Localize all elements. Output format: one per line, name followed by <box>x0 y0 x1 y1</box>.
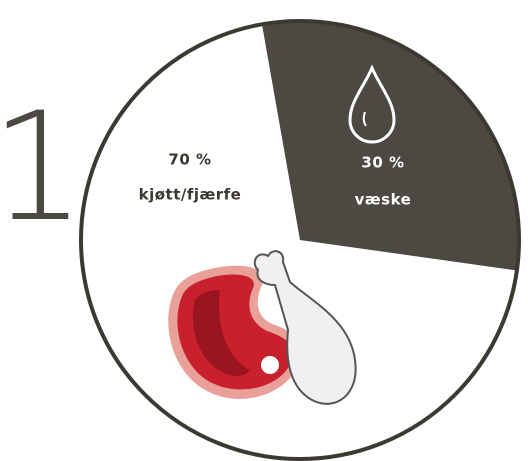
pie-slice <box>261 21 520 271</box>
category-label: kjøtt/fjærfe <box>139 186 242 204</box>
drop-shine <box>362 111 367 127</box>
pie <box>81 21 520 460</box>
value-label: 30 % <box>361 154 404 172</box>
step-number: 1 <box>0 81 86 255</box>
value-label: 70 % <box>168 151 211 169</box>
category-label: væske <box>355 191 412 209</box>
drumstick-icon <box>253 250 357 405</box>
drop-icon <box>348 64 396 144</box>
pie-outline <box>79 19 521 461</box>
meat-icon <box>168 265 301 399</box>
